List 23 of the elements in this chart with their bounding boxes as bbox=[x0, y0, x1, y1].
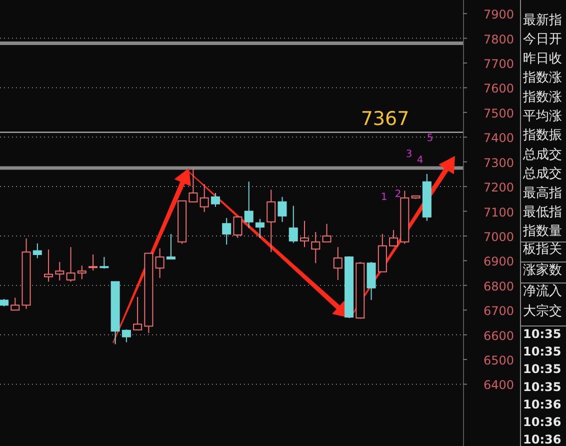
y-tick-label: 7200 bbox=[483, 180, 514, 195]
y-tick-label: 6500 bbox=[483, 354, 514, 368]
y-tick-label: 6600 bbox=[483, 328, 514, 343]
y-tick-label: 7400 bbox=[483, 131, 514, 146]
annotation: 7367 bbox=[360, 108, 410, 130]
y-tick-label: 7600 bbox=[483, 82, 514, 96]
y-tick-label: 7700 bbox=[483, 57, 514, 72]
annotation: 1 bbox=[380, 192, 388, 203]
panel: 最新指 今日开 昨日收 指数涨 指数涨 平均涨 指数振 总成交 总成交 最高指 最低指 指数量 板指关 涨家数 净流入 大宗交 10:35 10:35 10:35 10:35 10:36 10:36 10:36 bbox=[520, 13, 566, 446]
y-tick-label: 7800 bbox=[483, 32, 514, 46]
y-tick-label: 6700 bbox=[483, 304, 514, 318]
y-tick-label: 6800 bbox=[483, 279, 514, 294]
y-tick-label: 7900 bbox=[483, 8, 514, 22]
y-tick-label: 7100 bbox=[483, 205, 514, 220]
y-tick-label: 7500 bbox=[483, 106, 514, 120]
annotation: 5 bbox=[426, 133, 434, 144]
y-tick-label: 7300 bbox=[483, 156, 514, 170]
annotation: 3 bbox=[406, 149, 412, 160]
y-tick-label: 6400 bbox=[483, 378, 514, 392]
y-tick-label: 6900 bbox=[483, 254, 514, 269]
y-tick-label: 7000 bbox=[483, 230, 514, 244]
annotation: 2 bbox=[394, 189, 402, 200]
annotation: 4 bbox=[416, 155, 424, 166]
